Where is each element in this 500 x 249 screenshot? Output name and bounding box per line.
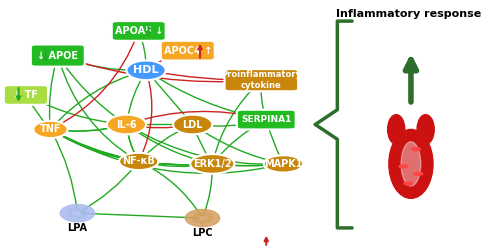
Text: TNF: TNF xyxy=(40,124,61,134)
Ellipse shape xyxy=(60,204,94,222)
Ellipse shape xyxy=(194,214,199,216)
Ellipse shape xyxy=(194,220,199,222)
Ellipse shape xyxy=(69,209,74,211)
Text: IL-6: IL-6 xyxy=(116,120,136,129)
Text: MAPK1: MAPK1 xyxy=(264,159,302,169)
Ellipse shape xyxy=(264,155,303,173)
Ellipse shape xyxy=(192,217,196,219)
Ellipse shape xyxy=(404,182,413,185)
Ellipse shape xyxy=(186,209,220,227)
Text: SERPINA1: SERPINA1 xyxy=(241,115,292,124)
Ellipse shape xyxy=(190,154,234,174)
Ellipse shape xyxy=(388,115,405,144)
Ellipse shape xyxy=(208,217,214,219)
Ellipse shape xyxy=(81,215,86,217)
Text: NF-κB: NF-κB xyxy=(122,156,155,166)
Ellipse shape xyxy=(69,215,74,217)
Text: HDL: HDL xyxy=(134,65,159,75)
FancyBboxPatch shape xyxy=(224,69,298,91)
Text: ↓ APOE: ↓ APOE xyxy=(38,51,78,61)
Ellipse shape xyxy=(119,153,158,170)
FancyBboxPatch shape xyxy=(161,41,214,61)
Ellipse shape xyxy=(173,115,212,134)
Ellipse shape xyxy=(206,214,211,216)
Ellipse shape xyxy=(206,220,211,222)
Text: LPC: LPC xyxy=(192,228,213,238)
Ellipse shape xyxy=(66,212,71,214)
Text: ↓ TF: ↓ TF xyxy=(14,90,38,100)
Ellipse shape xyxy=(84,212,88,214)
Ellipse shape xyxy=(200,212,205,215)
FancyBboxPatch shape xyxy=(31,45,85,67)
Ellipse shape xyxy=(412,148,420,151)
Ellipse shape xyxy=(389,129,433,198)
FancyBboxPatch shape xyxy=(237,110,296,129)
Text: Inflammatory response: Inflammatory response xyxy=(336,9,481,19)
Ellipse shape xyxy=(34,121,68,138)
Ellipse shape xyxy=(200,221,205,224)
Ellipse shape xyxy=(107,115,146,134)
Text: LDL: LDL xyxy=(182,120,203,129)
Ellipse shape xyxy=(401,142,420,186)
Ellipse shape xyxy=(81,209,86,211)
Text: APOA5 ↓: APOA5 ↓ xyxy=(114,26,163,36)
Text: Proinflammatory
cytokine: Proinflammatory cytokine xyxy=(222,70,302,90)
Ellipse shape xyxy=(399,165,408,168)
Ellipse shape xyxy=(75,216,80,219)
Text: ERK1/2: ERK1/2 xyxy=(193,159,232,169)
FancyBboxPatch shape xyxy=(4,85,48,105)
Ellipse shape xyxy=(75,207,80,210)
Ellipse shape xyxy=(126,61,166,80)
Text: LPA: LPA xyxy=(68,223,87,233)
FancyBboxPatch shape xyxy=(112,21,166,41)
Text: APOC4 ↑: APOC4 ↑ xyxy=(164,46,212,56)
Ellipse shape xyxy=(417,115,434,144)
Ellipse shape xyxy=(414,172,422,175)
